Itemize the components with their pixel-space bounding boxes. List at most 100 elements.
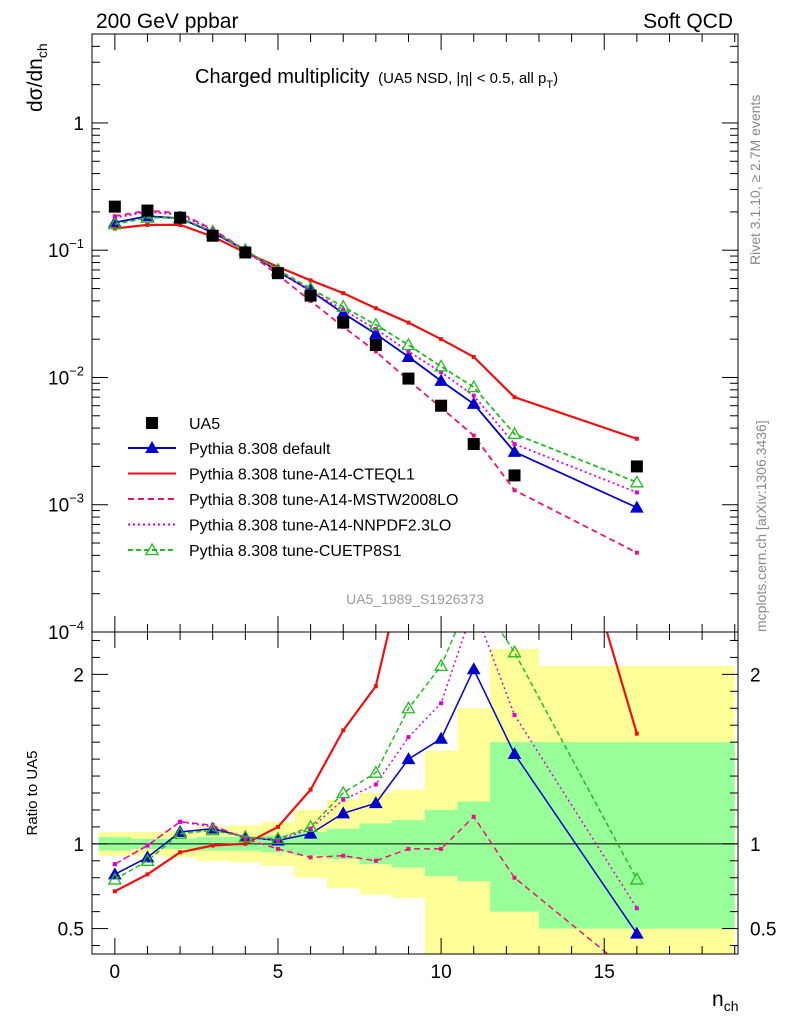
series-point-pythia-8-308-default (303, 826, 318, 839)
ratio-y-tick-label-left: 2 (73, 665, 84, 686)
y-tick-label: 10−1 (48, 236, 84, 262)
data-point-ua5 (271, 267, 284, 280)
series-point-pythia-8-308-tune-cuetp8s1 (107, 216, 122, 230)
series-line-pythia-8-308-tune-a14-cteql1 (114, 632, 638, 893)
series-point-pythia-8-308-tune-a14-cteql1 (406, 545, 410, 549)
legend-marker-pythia-8-308-default (145, 440, 159, 453)
header-right-label: Soft QCD (643, 10, 733, 33)
y-tick-label-exponent: −2 (69, 363, 84, 378)
series-point-pythia-8-308-tune-a14-nnpdf2-3lo (210, 824, 215, 829)
series-point-pythia-8-308-tune-a14-nnpdf2-3lo (373, 782, 378, 787)
series-point-pythia-8-308-tune-a14-mstw2008lo (635, 976, 639, 980)
series-point-pythia-8-308-tune-a14-cteql1 (634, 436, 639, 441)
series-point-pythia-8-308-tune-a14-nnpdf2-3lo (341, 307, 346, 312)
series-point-pythia-8-308-tune-cuetp8s1 (140, 853, 155, 866)
data-point-ua5 (369, 338, 382, 351)
ratio-y-axis-label: Ratio to UA5 (24, 750, 41, 835)
series-point-pythia-8-308-tune-a14-mstw2008lo (275, 846, 280, 851)
x-tick-label: 10 (431, 962, 452, 983)
legend-label-pythia-8-308-tune-cuetp8s1: Pythia 8.308 tune-CUETP8S1 (189, 543, 402, 560)
x-tick-label: 15 (594, 962, 615, 983)
legend-marker-ua5 (146, 417, 158, 429)
ratio-y-tick-label-left: 1 (73, 835, 84, 856)
data-point-ua5 (435, 399, 448, 412)
legend-label-pythia-8-308-tune-a14-cteql1: Pythia 8.308 tune-A14-CTEQL1 (189, 467, 415, 484)
series-point-pythia-8-308-tune-a14-nnpdf2-3lo (178, 819, 183, 824)
ratio-panel: 0.5 0.5 1 1 2 2 0 5 10 15 Ratio to UA5 nch (24, 545, 776, 1014)
series-point-pythia-8-308-tune-a14-cteql1 (373, 684, 378, 689)
series-point-pythia-8-308-tune-a14-nnpdf2-3lo (512, 442, 517, 447)
series-point-pythia-8-308-tune-a14-cteql1 (275, 824, 280, 829)
main-y-axis-label-subscript: ch (34, 43, 50, 58)
series-point-pythia-8-308-tune-a14-cteql1 (308, 787, 313, 792)
legend-label-pythia-8-308-tune-a14-mstw2008lo: Pythia 8.308 tune-A14-MSTW2008LO (189, 492, 458, 509)
plot-title-sub: (UA5 NSD, |η| < 0.5, all p (378, 70, 546, 87)
plot-title: Charged multiplicity (UA5 NSD, |η| < 0.5… (195, 66, 558, 91)
series-point-pythia-8-308-tune-a14-mstw2008lo (439, 846, 444, 851)
series-point-pythia-8-308-tune-cuetp8s1 (433, 658, 449, 672)
y-tick-label: 10−2 (48, 363, 84, 389)
data-point-ua5 (141, 204, 154, 217)
series-point-pythia-8-308-tune-a14-cteql1 (112, 889, 117, 894)
series-point-pythia-8-308-tune-a14-nnpdf2-3lo (406, 735, 411, 740)
series-point-pythia-8-308-tune-a14-cteql1 (512, 395, 517, 400)
series-point-pythia-8-308-tune-a14-nnpdf2-3lo (112, 862, 117, 867)
series-point-pythia-8-308-tune-a14-mstw2008lo (512, 875, 517, 880)
x-axis-label-text: n (712, 988, 724, 1011)
y-tick-label-base: 10 (48, 241, 69, 262)
series-point-pythia-8-308-tune-cuetp8s1 (368, 765, 383, 778)
legend-marker-pythia-8-308-tune-cuetp8s1 (144, 542, 160, 556)
legend: UA5 Pythia 8.308 default Pythia 8.308 tune… (128, 416, 458, 560)
ratio-y-tick-label-left: 0.5 (58, 920, 84, 941)
series-point-pythia-8-308-tune-a14-cteql1 (178, 850, 183, 855)
series-point-pythia-8-308-tune-a14-cteql1 (634, 731, 639, 736)
y-tick-label: 10−3 (48, 491, 84, 517)
data-point-ua5 (239, 246, 252, 259)
header-left-label: 200 GeV ppbar (96, 10, 238, 33)
band-stat-uncertainty (424, 809, 458, 877)
series-point-pythia-8-308-tune-cuetp8s1 (238, 829, 253, 843)
series-point-pythia-8-308-default (466, 662, 481, 675)
series-point-pythia-8-308-tune-cuetp8s1 (401, 700, 416, 714)
ratio-y-tick-label-right: 1 (750, 835, 761, 856)
series-point-pythia-8-308-tune-a14-mstw2008lo (512, 488, 517, 493)
series-point-pythia-8-308-default (629, 500, 644, 513)
series-point-pythia-8-308-tune-a14-mstw2008lo (373, 858, 378, 863)
band-stat-uncertainty (490, 742, 539, 912)
y-tick-label: 1 (73, 114, 84, 135)
y-tick-label-exponent: −3 (69, 491, 84, 506)
series-point-pythia-8-308-tune-a14-cteql1 (406, 320, 411, 325)
series-point-pythia-8-308-tune-a14-mstw2008lo (373, 349, 378, 354)
analysis-watermark: UA5_1989_S1926373 (346, 591, 484, 607)
series-point-pythia-8-308-tune-a14-mstw2008lo (406, 846, 411, 851)
series-line-pythia-8-308-default (114, 215, 638, 509)
series-point-pythia-8-308-default (368, 796, 383, 809)
band-stat-uncertainty (457, 801, 491, 882)
series-point-pythia-8-308-default (434, 373, 448, 386)
mcplots-side-label: mcplots.cern.ch [arXiv:1306.3436] (753, 420, 769, 632)
series-point-pythia-8-308-tune-cuetp8s1 (303, 819, 318, 833)
series-line-pythia-8-308-tune-a14-mstw2008lo (114, 815, 610, 954)
series-point-pythia-8-308-default (401, 349, 416, 362)
series-point-pythia-8-308-tune-cuetp8s1 (368, 317, 383, 330)
series-point-pythia-8-308-tune-a14-nnpdf2-3lo (634, 490, 639, 495)
x-tick-label: 5 (273, 962, 284, 983)
series-point-pythia-8-308-tune-a14-nnpdf2-3lo (308, 826, 313, 831)
legend-label-ua5: UA5 (189, 416, 220, 433)
legend-label-pythia-8-308-default: Pythia 8.308 default (189, 441, 331, 458)
series-point-pythia-8-308-tune-a14-cteql1 (341, 728, 346, 733)
y-tick-label-base: 10 (48, 368, 69, 389)
series-point-pythia-8-308-tune-cuetp8s1 (507, 426, 522, 440)
series-point-pythia-8-308-tune-a14-nnpdf2-3lo (145, 843, 150, 848)
data-point-ua5 (337, 316, 350, 329)
data-point-ua5 (508, 469, 521, 482)
series-point-pythia-8-308-tune-cuetp8s1 (629, 475, 644, 488)
series-point-pythia-8-308-default (629, 926, 644, 939)
series-point-pythia-8-308-tune-a14-cteql1 (145, 872, 150, 877)
series-point-pythia-8-308-tune-a14-nnpdf2-3lo (275, 838, 280, 843)
series-point-pythia-8-308-tune-cuetp8s1 (507, 645, 522, 658)
series-point-pythia-8-308-tune-a14-nnpdf2-3lo (512, 713, 517, 718)
series-point-pythia-8-308-tune-a14-cteql1 (243, 841, 248, 846)
y-tick-label-exponent: −1 (69, 236, 84, 251)
ratio-y-tick-label-right: 0.5 (750, 920, 776, 941)
